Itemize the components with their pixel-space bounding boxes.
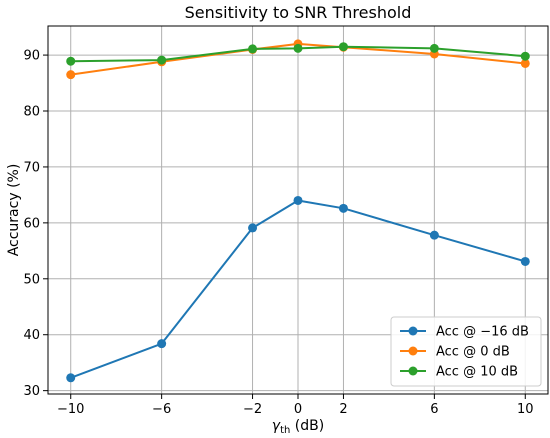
x-tick-label: 0 [294, 402, 302, 417]
y-tick-label: 80 [23, 105, 40, 120]
x-tick-label: 2 [339, 402, 347, 417]
data-point [429, 230, 439, 240]
chart-title: Sensitivity to SNR Threshold [185, 3, 412, 22]
data-point [520, 58, 530, 68]
legend-marker [408, 346, 418, 356]
legend-label: Acc @ 0 dB [436, 345, 510, 360]
legend: Acc @ −16 dB Acc @ 0 dB Acc @ 10 dB [390, 316, 542, 387]
data-point [338, 203, 348, 213]
x-tick-label: 6 [430, 402, 438, 417]
x-tick-label: −6 [152, 402, 171, 417]
y-axis-title: Accuracy (%) [6, 164, 22, 257]
data-point [248, 223, 258, 233]
data-point [429, 43, 439, 53]
y-tick-label: 30 [23, 384, 40, 399]
series-layer [66, 39, 530, 383]
x-axis-title-subscript: th [280, 425, 290, 436]
legend-marker [408, 326, 418, 336]
legend-label: Acc @ 10 dB [436, 365, 518, 380]
legend-label: Acc @ −16 dB [436, 325, 529, 340]
legend-marker [408, 366, 418, 376]
x-axis-title: γth (dB) [272, 418, 324, 436]
data-point [248, 44, 258, 54]
y-tick-label: 40 [23, 328, 40, 343]
y-tick-label: 60 [23, 216, 40, 231]
data-point [293, 195, 303, 205]
data-point [157, 55, 167, 65]
x-tick-label: −10 [57, 402, 84, 417]
x-tick-label: −2 [243, 402, 262, 417]
x-tick-label: 10 [517, 402, 534, 417]
data-point [520, 51, 530, 61]
data-point [157, 339, 167, 349]
x-axis-ticks: −10 −6 −2 0 2 6 10 [57, 394, 534, 417]
x-axis-title-symbol: γ [272, 418, 281, 434]
data-point [520, 256, 530, 266]
data-point [338, 42, 348, 52]
x-axis-title-unit: (dB) [290, 418, 324, 434]
data-point [66, 56, 76, 66]
data-point [66, 70, 76, 80]
series-2 [66, 42, 530, 66]
data-point [293, 43, 303, 53]
data-point [66, 373, 76, 383]
y-axis-ticks: 30 40 50 60 70 80 90 [23, 49, 48, 399]
y-tick-label: 70 [23, 160, 40, 175]
series-0 [66, 195, 530, 383]
y-tick-label: 50 [23, 272, 40, 287]
y-tick-label: 90 [23, 49, 40, 64]
legend-box [390, 316, 542, 387]
